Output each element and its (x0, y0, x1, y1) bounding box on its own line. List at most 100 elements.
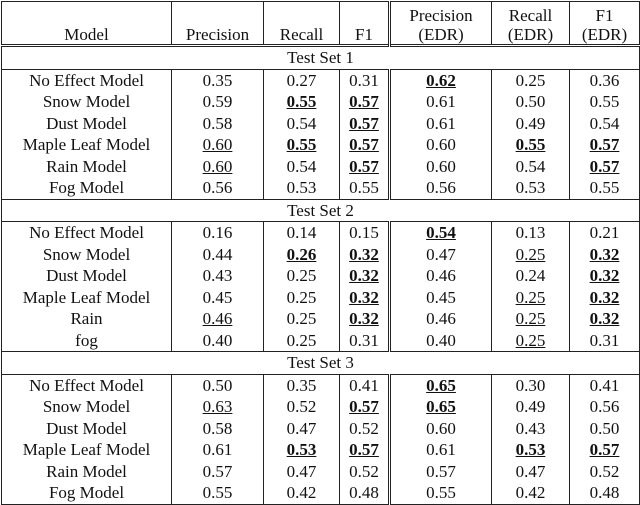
metric-cell: 0.47 (263, 417, 340, 439)
metric-value: 0.53 (286, 178, 317, 198)
metric-cell: 0.57 (339, 396, 391, 418)
model-label: Rain Model (46, 461, 127, 481)
metric-value: 0.54 (515, 156, 546, 176)
metric-cell: 0.58 (171, 417, 264, 439)
metric-cell: 0.15 (339, 221, 391, 244)
section-row: Test Set 2 (1, 198, 640, 222)
metric-cell: 0.57 (569, 134, 640, 156)
metric-value: 0.55 (286, 135, 317, 155)
metric-cell: 0.53 (491, 439, 570, 461)
metric-value: 0.52 (286, 397, 317, 417)
metric-value: 0.60 (426, 156, 456, 176)
data-row: Snow Model 0.44 0.26 0.32 0.47 0.25 0.32 (1, 243, 640, 265)
metric-cell: 0.60 (389, 134, 492, 156)
metric-cell: 0.59 (171, 91, 264, 113)
model-name: Snow Model (1, 396, 172, 418)
metric-cell: 0.48 (339, 482, 391, 504)
model-label: Dust Model (46, 418, 127, 438)
model-label: Maple Leaf Model (22, 135, 151, 155)
metric-cell: 0.49 (491, 396, 570, 418)
data-row: Dust Model 0.58 0.54 0.57 0.61 0.49 0.54 (1, 112, 640, 134)
metric-value: 0.35 (202, 70, 233, 90)
data-row: Rain Model 0.57 0.47 0.52 0.57 0.47 0.52 (1, 460, 640, 482)
metric-cell: 0.53 (263, 439, 340, 461)
model-label: Dust Model (46, 266, 127, 286)
metric-cell: 0.40 (389, 329, 492, 352)
column-header: F1 (EDR) (569, 1, 640, 46)
metric-cell: 0.46 (389, 308, 492, 330)
column-header: Precision (EDR) (389, 1, 492, 46)
metric-value: 0.55 (426, 483, 456, 503)
data-row: Dust Model 0.43 0.25 0.32 0.46 0.24 0.32 (1, 265, 640, 287)
metric-value: 0.47 (286, 461, 317, 481)
metric-value: 0.25 (286, 330, 317, 350)
column-header: F1 (339, 1, 391, 46)
metric-cell: 0.61 (389, 439, 492, 461)
model-label: No Effect Model (29, 223, 144, 243)
metric-value: 0.40 (202, 330, 233, 350)
metric-cell: 0.31 (339, 69, 391, 91)
model-label: fog (75, 330, 98, 350)
metric-value: 0.14 (286, 223, 317, 243)
section-title: Test Set 2 (1, 198, 640, 222)
metric-value: 0.25 (515, 330, 546, 350)
metric-value: 0.25 (286, 309, 317, 329)
metric-cell: 0.57 (339, 439, 391, 461)
metric-cell: 0.40 (171, 329, 264, 352)
metric-value: 0.57 (589, 135, 620, 155)
model-name: No Effect Model (1, 374, 172, 396)
metric-cell: 0.57 (339, 155, 391, 177)
metric-value: 0.43 (202, 266, 233, 286)
metric-value: 0.55 (589, 92, 620, 112)
metric-value: 0.50 (515, 92, 546, 112)
metric-cell: 0.53 (263, 177, 340, 199)
model-name: fog (1, 329, 172, 352)
metric-cell: 0.46 (171, 308, 264, 330)
metric-cell: 0.32 (569, 286, 640, 308)
model-name: Fog Model (1, 482, 172, 504)
metric-value: 0.32 (349, 266, 379, 286)
metric-value: 0.56 (202, 178, 233, 198)
data-row: No Effect Model 0.16 0.14 0.15 0.54 0.13 0.21 (1, 221, 640, 244)
metric-value: 0.42 (515, 483, 546, 503)
metric-value: 0.25 (515, 70, 546, 90)
metric-value: 0.46 (426, 266, 456, 286)
metric-cell: 0.21 (569, 221, 640, 244)
metric-cell: 0.56 (569, 396, 640, 418)
column-header: Recall (263, 1, 340, 46)
model-label: Fog Model (48, 178, 125, 198)
metric-value: 0.55 (515, 135, 546, 155)
metric-value: 0.47 (515, 461, 546, 481)
model-name: No Effect Model (1, 221, 172, 244)
metric-value: 0.47 (286, 418, 317, 438)
metric-cell: 0.55 (339, 177, 391, 199)
metric-value: 0.50 (202, 375, 233, 395)
metric-value: 0.60 (202, 135, 233, 155)
metric-cell: 0.52 (339, 460, 391, 482)
metric-value: 0.49 (515, 397, 546, 417)
metric-value: 0.43 (515, 418, 546, 438)
model-name: Rain Model (1, 155, 172, 177)
metric-value: 0.55 (202, 483, 233, 503)
metric-cell: 0.60 (171, 134, 264, 156)
column-header: Precision (171, 1, 264, 46)
metric-cell: 0.50 (569, 417, 640, 439)
model-label: Maple Leaf Model (22, 287, 151, 307)
model-name: Rain (1, 308, 172, 330)
section-row: Test Set 1 (1, 45, 640, 70)
metric-value: 0.40 (426, 330, 456, 350)
data-row: Maple Leaf Model 0.45 0.25 0.32 0.45 0.25 0.32 (1, 286, 640, 308)
metric-value: 0.57 (349, 397, 379, 417)
metric-value: 0.62 (426, 70, 456, 90)
metric-value: 0.41 (349, 375, 379, 395)
metric-value: 0.58 (202, 113, 233, 133)
metric-cell: 0.60 (171, 155, 264, 177)
metric-cell: 0.57 (389, 460, 492, 482)
metric-cell: 0.47 (491, 460, 570, 482)
metric-value: 0.32 (589, 309, 620, 329)
metric-cell: 0.32 (339, 308, 391, 330)
metric-cell: 0.13 (491, 221, 570, 244)
metric-value: 0.26 (286, 244, 317, 264)
metric-value: 0.25 (515, 309, 546, 329)
